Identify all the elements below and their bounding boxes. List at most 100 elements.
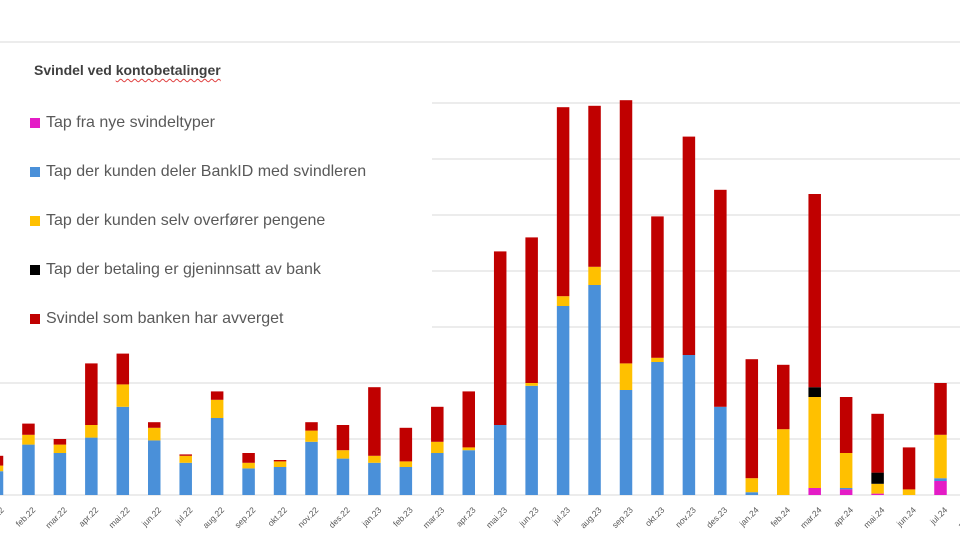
bar-segment-5-mar-22 (53, 439, 67, 445)
bar-segment-2-jul-24 (934, 478, 947, 481)
x-tick-label: feb.23 (391, 505, 415, 529)
x-tick-label: jun.23 (516, 505, 540, 529)
x-tick-label: okt.23 (643, 505, 667, 529)
bar-segment-3-mar-22 (53, 444, 67, 453)
bar-segment-3-jul-23 (556, 296, 570, 306)
bar-segment-3-sep-23 (619, 363, 633, 390)
legend-swatch (30, 215, 40, 226)
bar-segment-5-nov-23 (682, 136, 696, 355)
bar-segment-5-apr-22 (85, 363, 98, 425)
bar-segment-2-jul-23 (556, 306, 570, 495)
bar-segment-3-mar-23 (431, 441, 444, 453)
bar-segment-3-jun-24 (902, 489, 916, 495)
legend-swatch (30, 264, 40, 275)
bar-segment-2-jan-22 (0, 471, 4, 495)
bar-segment-3-mai-24 (871, 483, 884, 494)
bar-segment-3-aug-22 (210, 399, 224, 418)
x-tick-label: mar.22 (43, 505, 69, 531)
bar-segment-2-jan-23 (368, 462, 381, 495)
x-tick-label: mar.24 (798, 505, 824, 531)
x-tick-label: mai.23 (484, 505, 509, 530)
bar-segment-2-des-23 (714, 406, 727, 495)
bar-segment-2-nov-22 (305, 441, 318, 495)
x-tick-label: jul.22 (172, 505, 194, 527)
x-tick-label: jun.24 (894, 505, 918, 529)
legend-item: Tap fra nye svindeltyper (30, 98, 366, 147)
bar-segment-3-nov-22 (305, 430, 318, 442)
bar-segment-5-jan-23 (368, 387, 381, 456)
bar-segment-5-jul-23 (556, 107, 570, 297)
legend-swatch (30, 166, 40, 177)
bar-segment-5-jun-24 (902, 447, 916, 490)
bar-segment-3-jan-24 (745, 478, 759, 493)
bar-segment-2-apr-23 (462, 450, 475, 495)
bar-segment-5-mai-24 (871, 413, 884, 473)
bar-segment-5-jul-24 (934, 383, 947, 435)
legend-label: Tap fra nye svindeltyper (46, 113, 215, 131)
legend-label: Tap der betaling er gjeninnsatt av bank (46, 260, 321, 278)
bar-segment-2-feb-22 (22, 444, 35, 495)
legend-swatch (30, 313, 40, 324)
bar-segment-5-okt-23 (651, 216, 664, 358)
legend-label: Tap der kunden selv overfører pengene (46, 211, 326, 229)
x-tick-label: nov.23 (673, 505, 698, 530)
bar-segment-1-mai-24 (871, 493, 884, 495)
bar-segment-5-jun-23 (525, 237, 538, 383)
x-tick-label: aug.23 (578, 505, 604, 531)
bar-segment-3-apr-22 (85, 425, 98, 438)
bar-segment-1-jul-24 (934, 481, 947, 495)
legend-label: Tap der kunden deler BankID med svindler… (46, 162, 367, 180)
x-tick-label: mai.24 (861, 505, 886, 530)
bar-segment-2-aug-23 (588, 285, 601, 495)
bar-segment-2-mai-22 (116, 406, 130, 495)
bar-segment-1-apr-24 (839, 489, 853, 495)
chart-title: Svindel ved kontobetalinger (34, 62, 221, 78)
bar-segment-3-jul-24 (934, 434, 947, 479)
bar-segment-3-jun-23 (525, 383, 538, 386)
bar-segment-3-feb-22 (22, 434, 35, 445)
x-tick-label: sep.22 (232, 505, 257, 530)
bar-segment-5-mar-24 (808, 194, 821, 388)
bar-segment-1-mar-24 (808, 488, 821, 495)
x-tick-label: apr.23 (454, 505, 478, 529)
bar-segment-2-okt-23 (651, 362, 664, 495)
bar-segment-2-apr-22 (85, 437, 98, 495)
bar-segment-5-jun-22 (148, 422, 161, 428)
bar-segment-3-sep-22 (242, 462, 255, 469)
x-tick-label: feb.24 (768, 505, 792, 529)
bar-segment-2-aug-22 (210, 418, 224, 495)
bar-segment-3-okt-22 (273, 461, 287, 467)
bar-segment-2-sep-23 (619, 390, 633, 495)
bar-segment-2-jan-24 (745, 492, 759, 495)
x-tick-label: okt.22 (266, 505, 290, 529)
legend-item: Svindel som banken har avverget (30, 294, 366, 343)
chart-title-part-2: kontobetalinger (115, 62, 221, 78)
bar-segment-3-aug-23 (588, 266, 601, 285)
x-tick-label: jan.22 (0, 505, 6, 529)
bar-segment-5-apr-23 (462, 391, 475, 448)
bar-segment-5-jul-22 (179, 454, 192, 456)
bar-segment-5-jan-22 (0, 455, 4, 466)
x-tick-label: jul.23 (550, 505, 572, 527)
bar-segment-5-mai-23 (493, 251, 507, 425)
bar-segment-3-apr-23 (462, 447, 475, 451)
x-tick-label: feb.22 (14, 505, 38, 529)
legend-swatch (30, 117, 40, 128)
x-tick-label: apr.24 (831, 505, 855, 529)
x-tick-label: jan.23 (359, 505, 383, 529)
bar-segment-3-jun-22 (148, 427, 161, 441)
bar-segment-5-des-22 (336, 425, 350, 451)
bar-segment-5-aug-23 (588, 105, 601, 267)
legend-item: Tap der kunden deler BankID med svindler… (30, 147, 366, 196)
x-tick-label: apr.22 (77, 505, 101, 529)
legend: Tap fra nye svindeltyper Tap der kunden d… (30, 98, 366, 343)
bar-segment-3-apr-24 (839, 453, 853, 488)
bar-segment-5-feb-24 (777, 364, 790, 430)
bar-segment-5-mar-23 (431, 406, 444, 442)
bar-segment-5-feb-23 (399, 427, 413, 462)
bar-segment-3-jan-23 (368, 455, 381, 463)
bar-segment-3-feb-23 (399, 461, 413, 467)
x-tick-label: des.22 (327, 505, 352, 530)
